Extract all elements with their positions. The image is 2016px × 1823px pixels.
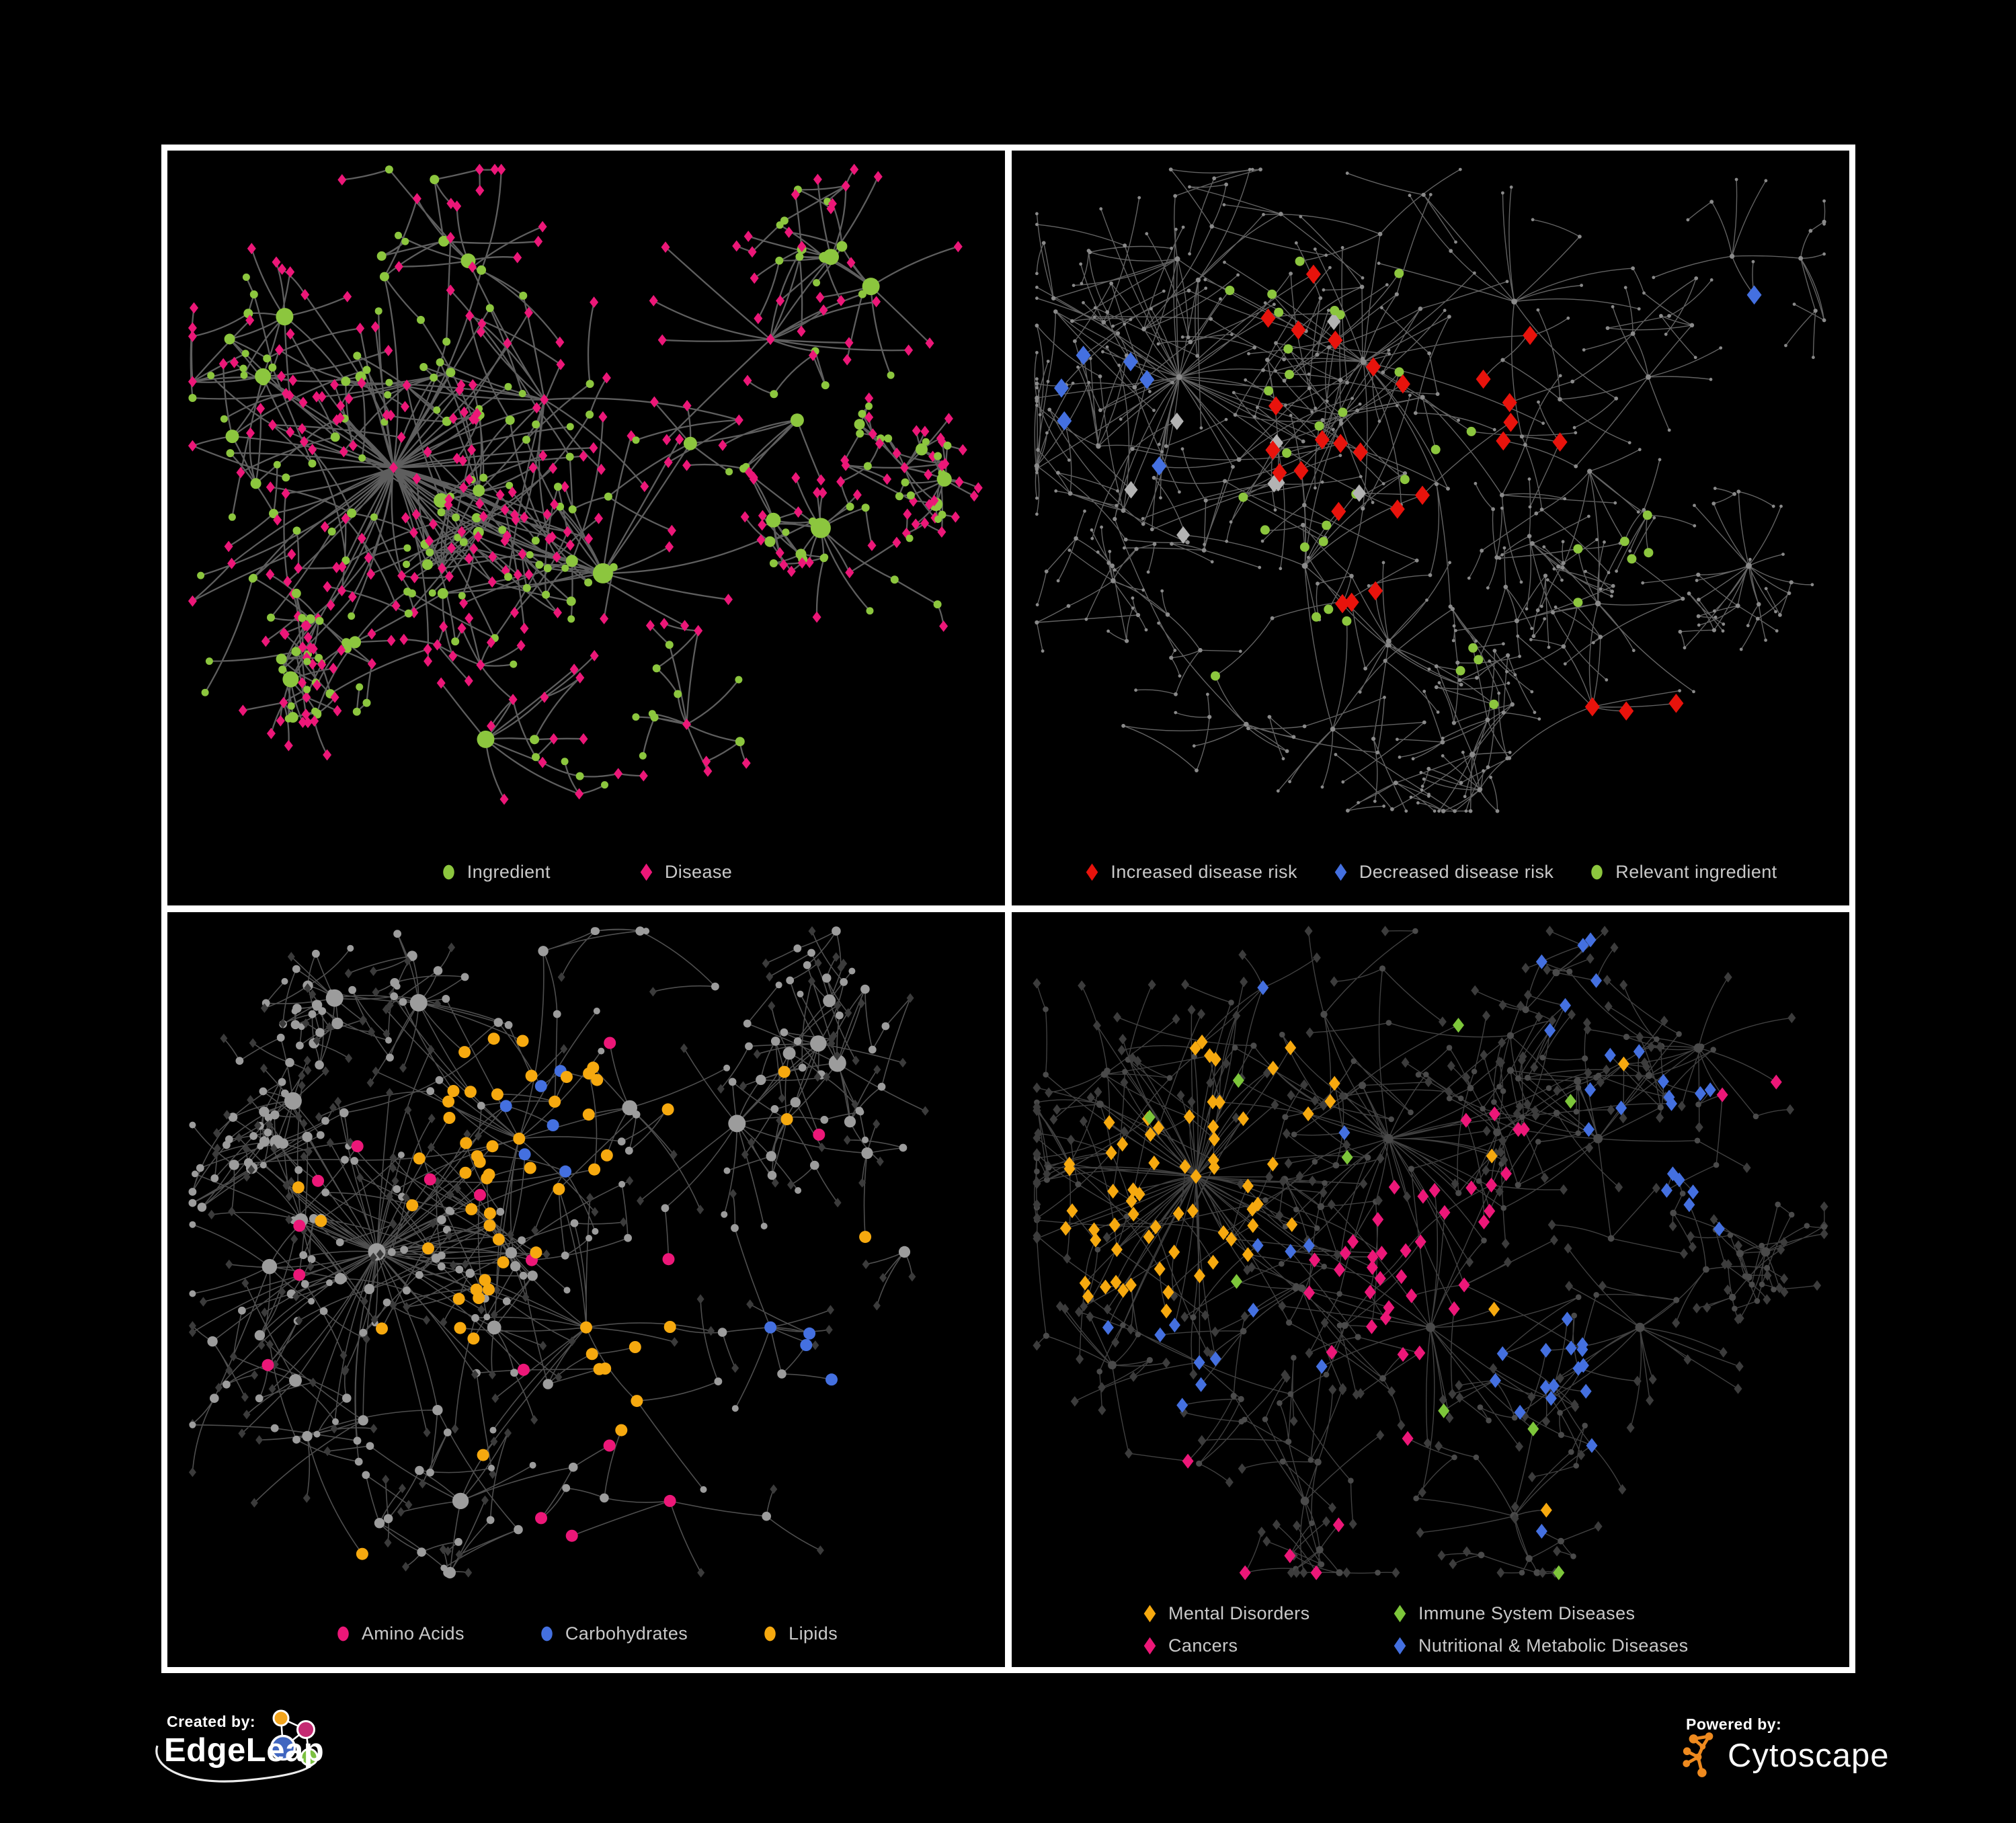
panel-disease-risk: Increased disease risk Decreased disease … bbox=[1012, 151, 1849, 905]
powered-by-label: Powered by: bbox=[1686, 1715, 1782, 1733]
legend: Amino Acids Carbohydrates Lipids bbox=[167, 1623, 1005, 1644]
edgeleap-node-orange bbox=[272, 1709, 290, 1727]
legend-marker-circle-icon bbox=[762, 1623, 778, 1644]
legend-item-disease: Disease bbox=[638, 862, 732, 883]
legend-marker-circle-icon bbox=[538, 1623, 555, 1644]
panel-disease-classes: Mental Disorders Immune System Diseases Ca… bbox=[1012, 912, 1849, 1667]
panel-ingredient-disease: Ingredient Disease bbox=[167, 151, 1005, 905]
created-by-block: Created by: EdgeLeap bbox=[155, 1709, 390, 1823]
legend-marker-diamond-icon bbox=[1141, 1603, 1158, 1624]
network-canvas-disease-classes bbox=[1033, 926, 1828, 1580]
legend-marker-circle-icon bbox=[335, 1623, 352, 1644]
legend-marker-diamond-icon bbox=[1392, 1635, 1408, 1656]
legend-label: Mental Disorders bbox=[1168, 1603, 1310, 1623]
cytoscape-brand-row: Cytoscape bbox=[1681, 1730, 1890, 1781]
legend-item-lipids: Lipids bbox=[762, 1623, 838, 1644]
edgeleap-node-blue bbox=[270, 1734, 296, 1761]
legend-item-increased-disease-risk: Increased disease risk bbox=[1084, 862, 1297, 883]
network-canvas-disease-risk bbox=[1034, 167, 1826, 813]
legend-item-carbohydrates: Carbohydrates bbox=[538, 1623, 688, 1644]
edgeleap-brand: EdgeLeap bbox=[164, 1732, 325, 1769]
legend-marker-diamond-icon bbox=[1332, 862, 1349, 883]
legend-label: Nutritional & Metabolic Diseases bbox=[1418, 1635, 1689, 1656]
legend-marker-circle-icon bbox=[440, 862, 457, 883]
legend-item-amino-acids: Amino Acids bbox=[335, 1623, 465, 1644]
legend-item-ingredient: Ingredient bbox=[440, 862, 551, 883]
legend-label: Lipids bbox=[789, 1623, 838, 1644]
edgeleap-node-green bbox=[300, 1748, 319, 1767]
legend-item-cancers: Cancers bbox=[1141, 1635, 1392, 1656]
cytoscape-brand: Cytoscape bbox=[1728, 1738, 1890, 1774]
legend: Increased disease risk Decreased disease … bbox=[1012, 862, 1849, 883]
panel-compound-classes: Amino Acids Carbohydrates Lipids bbox=[167, 912, 1005, 1667]
panel-divider-horizontal bbox=[167, 905, 1849, 912]
legend-marker-circle-icon bbox=[1588, 862, 1605, 883]
legend-item-relevant-ingredient: Relevant ingredient bbox=[1588, 862, 1777, 883]
legend: Mental Disorders Immune System Diseases Ca… bbox=[1141, 1603, 1688, 1656]
legend-label: Amino Acids bbox=[361, 1623, 465, 1644]
legend: Ingredient Disease bbox=[167, 862, 1005, 883]
legend-label: Carbohydrates bbox=[565, 1623, 688, 1644]
legend-label: Cancers bbox=[1168, 1635, 1238, 1656]
figure-grid: Ingredient Disease Increased disease risk… bbox=[161, 145, 1855, 1673]
legend-label: Increased disease risk bbox=[1111, 862, 1297, 882]
edgeleap-logo-icon bbox=[155, 1709, 319, 1783]
legend-label: Decreased disease risk bbox=[1359, 862, 1554, 882]
cytoscape-logo-icon bbox=[1683, 1732, 1713, 1777]
legend-marker-diamond-icon bbox=[1084, 862, 1100, 883]
created-by-label: Created by: bbox=[167, 1713, 256, 1730]
legend-marker-diamond-icon bbox=[1141, 1635, 1158, 1656]
legend-item-mental-disorders: Mental Disorders bbox=[1141, 1603, 1392, 1624]
legend-marker-diamond-icon bbox=[1392, 1603, 1408, 1624]
network-canvas-compound-classes bbox=[188, 926, 929, 1579]
legend-label: Relevant ingredient bbox=[1615, 862, 1777, 882]
edgeleap-node-pink bbox=[296, 1720, 315, 1739]
legend-item-nutritional-metabolic-diseases: Nutritional & Metabolic Diseases bbox=[1392, 1635, 1688, 1656]
network-canvas-ingredient-disease bbox=[188, 163, 983, 805]
powered-by-block: Powered by: Cytoscape bbox=[1681, 1711, 1976, 1799]
legend-item-decreased-disease-risk: Decreased disease risk bbox=[1332, 862, 1554, 883]
legend-label: Ingredient bbox=[467, 862, 551, 882]
legend-item-immune-system-diseases: Immune System Diseases bbox=[1392, 1603, 1688, 1624]
legend-label: Disease bbox=[664, 862, 733, 882]
legend-label: Immune System Diseases bbox=[1418, 1603, 1636, 1623]
legend-marker-diamond-icon bbox=[638, 862, 655, 883]
